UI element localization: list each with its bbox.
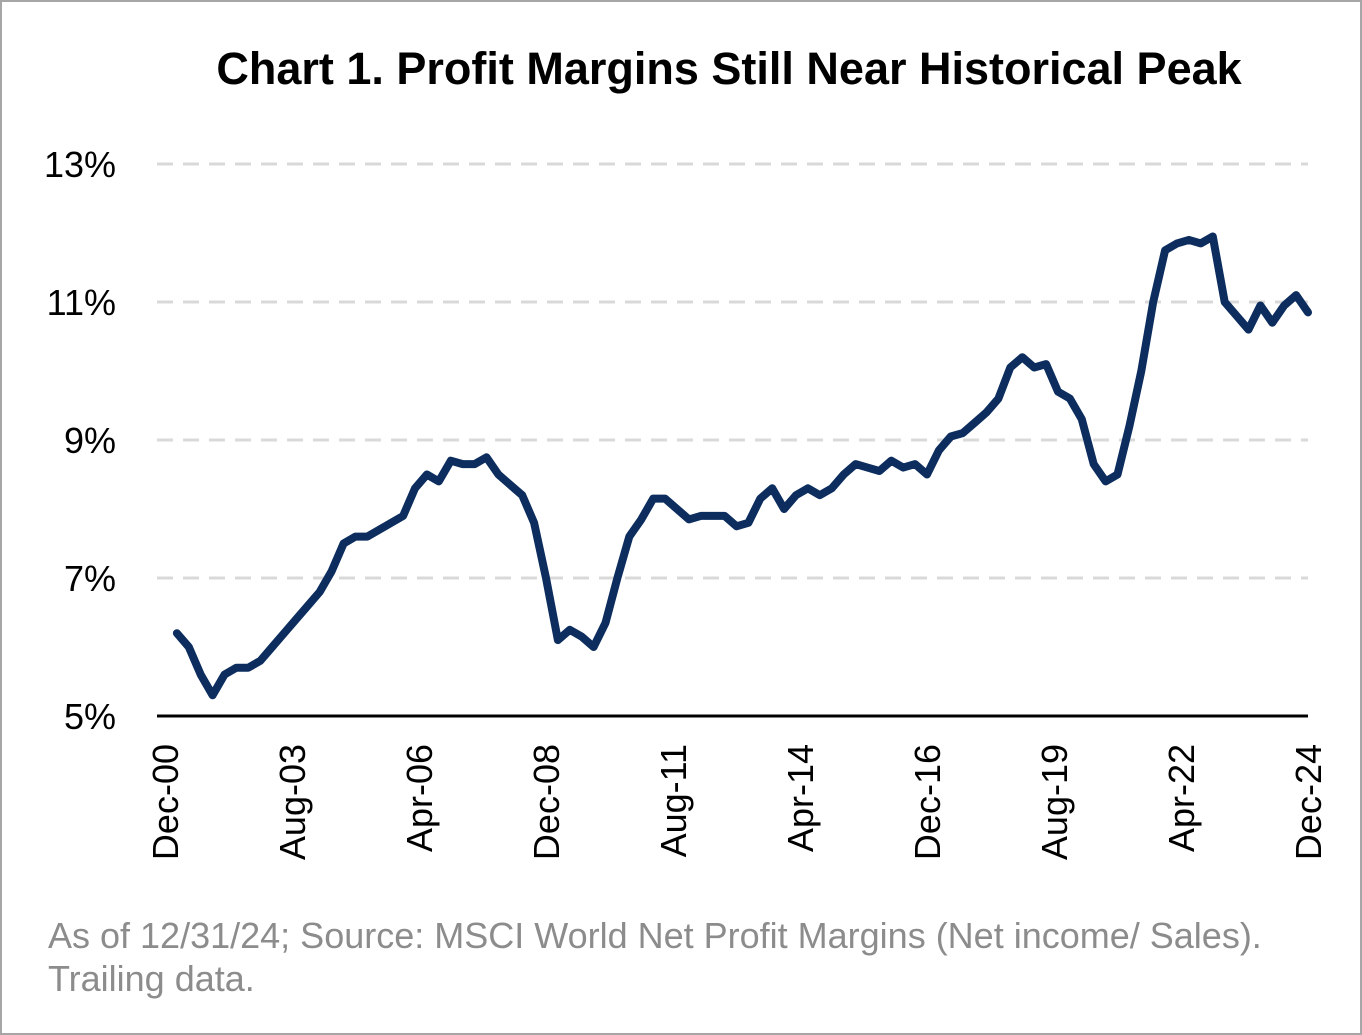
y-tick-label: 7% — [64, 558, 116, 599]
gridlines — [157, 162, 1308, 580]
x-tick-label: Dec-24 — [1288, 744, 1329, 860]
x-tick-label: Dec-00 — [145, 744, 186, 860]
x-tick-label: Apr-06 — [399, 744, 440, 852]
x-tick-label: Aug-11 — [653, 744, 694, 857]
x-axis-tick-labels: Dec-00 Aug-03 Apr-06 Dec-08 Aug-11 Apr-14 Dec-… — [145, 744, 1329, 860]
y-axis-tick-labels: 5% 7% 9% 11% 13% — [44, 144, 116, 737]
y-tick-label: 11% — [47, 282, 116, 323]
y-tick-label: 13% — [44, 144, 116, 185]
series-layer — [172, 232, 1312, 700]
x-tick-label: Dec-08 — [526, 744, 567, 860]
y-tick-label: 5% — [64, 696, 116, 737]
y-tick-label: 9% — [64, 420, 116, 461]
x-tick-label: Apr-22 — [1161, 744, 1202, 852]
series-line — [172, 232, 1312, 700]
source-note: As of 12/31/24; Source: MSCI World Net P… — [48, 915, 1262, 999]
x-tick-label: Aug-03 — [272, 744, 313, 860]
x-tick-label: Aug-19 — [1034, 744, 1075, 860]
x-tick-label: Apr-14 — [780, 744, 821, 852]
x-tick-label: Dec-16 — [907, 744, 948, 860]
chart-title: Chart 1. Profit Margins Still Near Histo… — [216, 43, 1242, 94]
